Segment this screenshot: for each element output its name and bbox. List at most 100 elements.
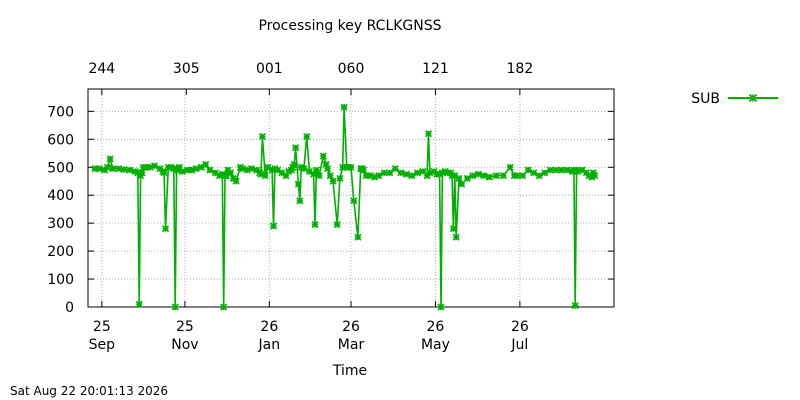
data-point — [589, 169, 597, 177]
x-tick-month: Jan — [258, 337, 281, 353]
data-point — [375, 172, 383, 180]
data-point — [436, 170, 444, 178]
x2-tick-label: 121 — [422, 61, 449, 77]
data-point — [347, 163, 355, 171]
data-point — [150, 162, 159, 170]
data-point — [103, 163, 111, 171]
data-point — [413, 169, 422, 177]
y-tick-label: 0 — [65, 300, 74, 316]
x-tick-label: 25 — [93, 319, 111, 335]
data-point — [571, 302, 579, 310]
data-point — [227, 169, 235, 177]
data-point — [109, 165, 117, 173]
data-point — [312, 166, 320, 174]
data-point — [380, 169, 388, 177]
data-point — [305, 167, 314, 176]
data-point — [578, 166, 586, 174]
data-point — [138, 169, 146, 177]
chart-title: Processing key RCLKGNSS — [258, 18, 441, 34]
x-axis-label: Time — [332, 363, 367, 379]
data-point — [206, 166, 214, 174]
data-point — [359, 166, 368, 174]
y-tick-label: 200 — [47, 244, 74, 260]
data-point — [333, 220, 341, 229]
data-point — [474, 170, 482, 178]
data-point — [243, 166, 251, 174]
data-point — [591, 172, 599, 180]
data-point — [585, 172, 593, 180]
data-point — [463, 174, 471, 183]
series-layer — [91, 103, 599, 311]
data-point — [95, 165, 103, 173]
data-point — [174, 166, 182, 174]
data-point — [264, 163, 272, 171]
data-point — [455, 174, 463, 183]
x2-tick-label: 244 — [88, 61, 115, 77]
data-point — [114, 165, 123, 173]
x-tick-month: Mar — [338, 337, 365, 353]
x2-tick-label: 305 — [173, 61, 200, 77]
data-point — [257, 170, 265, 178]
data-point — [171, 303, 179, 311]
data-point — [142, 163, 150, 171]
data-point — [315, 172, 323, 180]
x2-axis: 244 305 001 060 121 182 — [88, 61, 533, 95]
data-point — [452, 233, 460, 241]
y-axis: 0 100 200 300 400 500 600 700 — [47, 104, 614, 316]
data-point — [354, 233, 362, 241]
data-point — [424, 130, 433, 138]
data-point — [449, 225, 457, 233]
data-point — [303, 132, 311, 141]
data-point — [137, 172, 145, 180]
data-point — [574, 167, 582, 176]
data-point — [362, 172, 370, 180]
data-point — [336, 174, 344, 183]
data-point — [419, 167, 427, 176]
legend-point — [748, 93, 758, 103]
data-point — [557, 166, 565, 174]
data-point — [340, 103, 348, 111]
data-point — [441, 167, 449, 176]
y-tick-label: 700 — [47, 104, 74, 120]
data-point — [236, 163, 244, 171]
data-point — [519, 172, 527, 180]
x2-tick-label: 182 — [507, 61, 534, 77]
data-point — [269, 222, 278, 230]
data-point — [366, 172, 374, 180]
x-axis: 25 Sep 25 Nov 26 Jan 26 Mar 26 May 26 Jul — [89, 301, 529, 353]
data-point — [370, 173, 379, 181]
legend: SUB — [691, 91, 778, 107]
data-point — [563, 166, 571, 174]
data-point — [261, 172, 269, 180]
footer-timestamp: Sat Aug 22 20:01:13 2026 — [10, 384, 168, 398]
data-point — [218, 170, 226, 178]
data-point — [258, 132, 266, 141]
data-point — [278, 169, 286, 177]
data-point — [322, 160, 330, 169]
data-point — [319, 152, 327, 160]
data-point — [192, 165, 200, 173]
data-point — [188, 166, 196, 174]
data-point — [197, 163, 206, 171]
data-point — [588, 173, 596, 181]
x2-tick-label: 060 — [338, 61, 365, 77]
data-point — [311, 220, 319, 229]
data-point — [294, 180, 302, 188]
x-tick-month: Sep — [89, 337, 116, 353]
data-point — [480, 172, 488, 180]
data-point — [91, 165, 99, 173]
data-point — [492, 172, 500, 180]
data-point — [326, 172, 334, 180]
data-point — [339, 163, 347, 171]
data-point — [285, 167, 293, 176]
data-point — [469, 172, 477, 180]
data-point — [530, 169, 538, 177]
legend-label-sub: SUB — [691, 91, 720, 107]
data-point — [268, 166, 276, 174]
data-point — [535, 172, 543, 180]
data-point — [220, 303, 228, 311]
x2-tick-label: 001 — [256, 61, 283, 77]
data-point — [125, 166, 134, 174]
data-point — [271, 165, 279, 173]
